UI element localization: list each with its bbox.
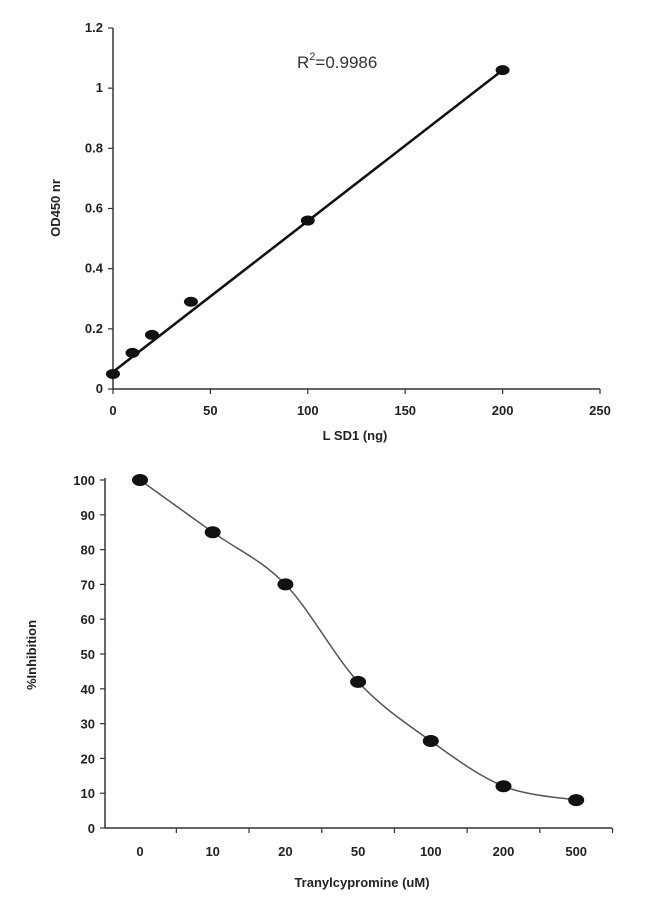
chart2-x-tick-label: 20 (278, 844, 292, 859)
chart2-y-tick-label: 90 (81, 508, 95, 523)
chart2-series-line (139, 479, 577, 801)
chart1-data-point (495, 65, 510, 76)
chart2-y-tick-label: 80 (81, 543, 95, 558)
chart1-data-point (106, 368, 120, 379)
inhibition-curve-chart: 0 10 20 30 40 50 60 70 80 90 100 0 10 20 50 100 200 500 (73, 473, 614, 859)
chart1-y-tick-label: 0 (96, 381, 103, 396)
r-squared-annotation: R2=0.9986 (297, 51, 377, 72)
standard-curve-chart: 0 0.2 0.4 0.6 0.8 1 1.2 0 50 100 150 200 250 (85, 20, 611, 418)
chart1-data-point (183, 296, 198, 307)
chart1-y-axis-label: OD450 nr (48, 179, 63, 237)
chart1-data-point (144, 329, 159, 340)
chart2-y-tick-label: 60 (81, 612, 95, 627)
chart2-x-tick-label: 10 (205, 844, 219, 859)
chart1-y-tick-label: 1.2 (85, 20, 103, 35)
chart2-y-tick-label: 40 (81, 682, 95, 697)
chart1-y-tick-label: 0.6 (85, 201, 103, 216)
chart2-data-point (495, 780, 512, 793)
chart2-x-tick-label: 50 (351, 844, 365, 859)
chart1-x-tick-label: 100 (297, 403, 319, 418)
chart2-data-point (132, 474, 148, 486)
chart1-y-tick-label: 0.8 (85, 140, 103, 155)
chart1-x-axis-label: L SD1 (ng) (323, 428, 388, 443)
chart1-data-point (125, 347, 140, 358)
chart2-x-tick-label: 100 (420, 844, 442, 859)
chart2-x-tick-label: 500 (565, 844, 587, 859)
chart1-data-point (300, 215, 315, 226)
r-squared-base: R (297, 53, 309, 72)
chart2-y-axis-label: %Inhibition (24, 620, 39, 690)
chart2-y-tick-label: 0 (88, 821, 95, 836)
chart2-data-point (422, 735, 439, 747)
chart2-y-tick-label: 30 (81, 717, 95, 732)
chart1-x-tick-label: 50 (203, 403, 217, 418)
chart2-data-point (204, 526, 221, 539)
chart1-x-tick-label: 150 (394, 403, 416, 418)
chart2-y-tick-label: 70 (81, 577, 95, 592)
chart2-data-point (568, 794, 585, 807)
r-squared-value: =0.9986 (315, 53, 377, 72)
chart2-x-tick-label: 0 (136, 844, 143, 859)
chart1-x-tick-label: 200 (492, 403, 514, 418)
r-squared-sup: 2 (309, 51, 315, 63)
chart2-y-tick-label: 10 (81, 786, 95, 801)
chart2-x-tick-label: 200 (493, 844, 515, 859)
chart2-y-tick-label: 50 (81, 647, 95, 662)
chart2-x-axis-label: Tranylcypromine (uM) (294, 875, 429, 890)
chart2-y-tick-label: 20 (81, 751, 95, 766)
chart1-y-tick-label: 0.4 (85, 261, 104, 276)
chart1-x-tick-label: 250 (589, 403, 611, 418)
chart2-data-point (350, 675, 367, 688)
chart1-y-tick-label: 0.2 (85, 321, 103, 336)
chart1-x-tick-label: 0 (109, 403, 116, 418)
chart2-y-tick-label: 100 (73, 473, 95, 488)
chart1-y-tick-label: 1 (96, 80, 103, 95)
chart2-data-point (277, 578, 294, 591)
